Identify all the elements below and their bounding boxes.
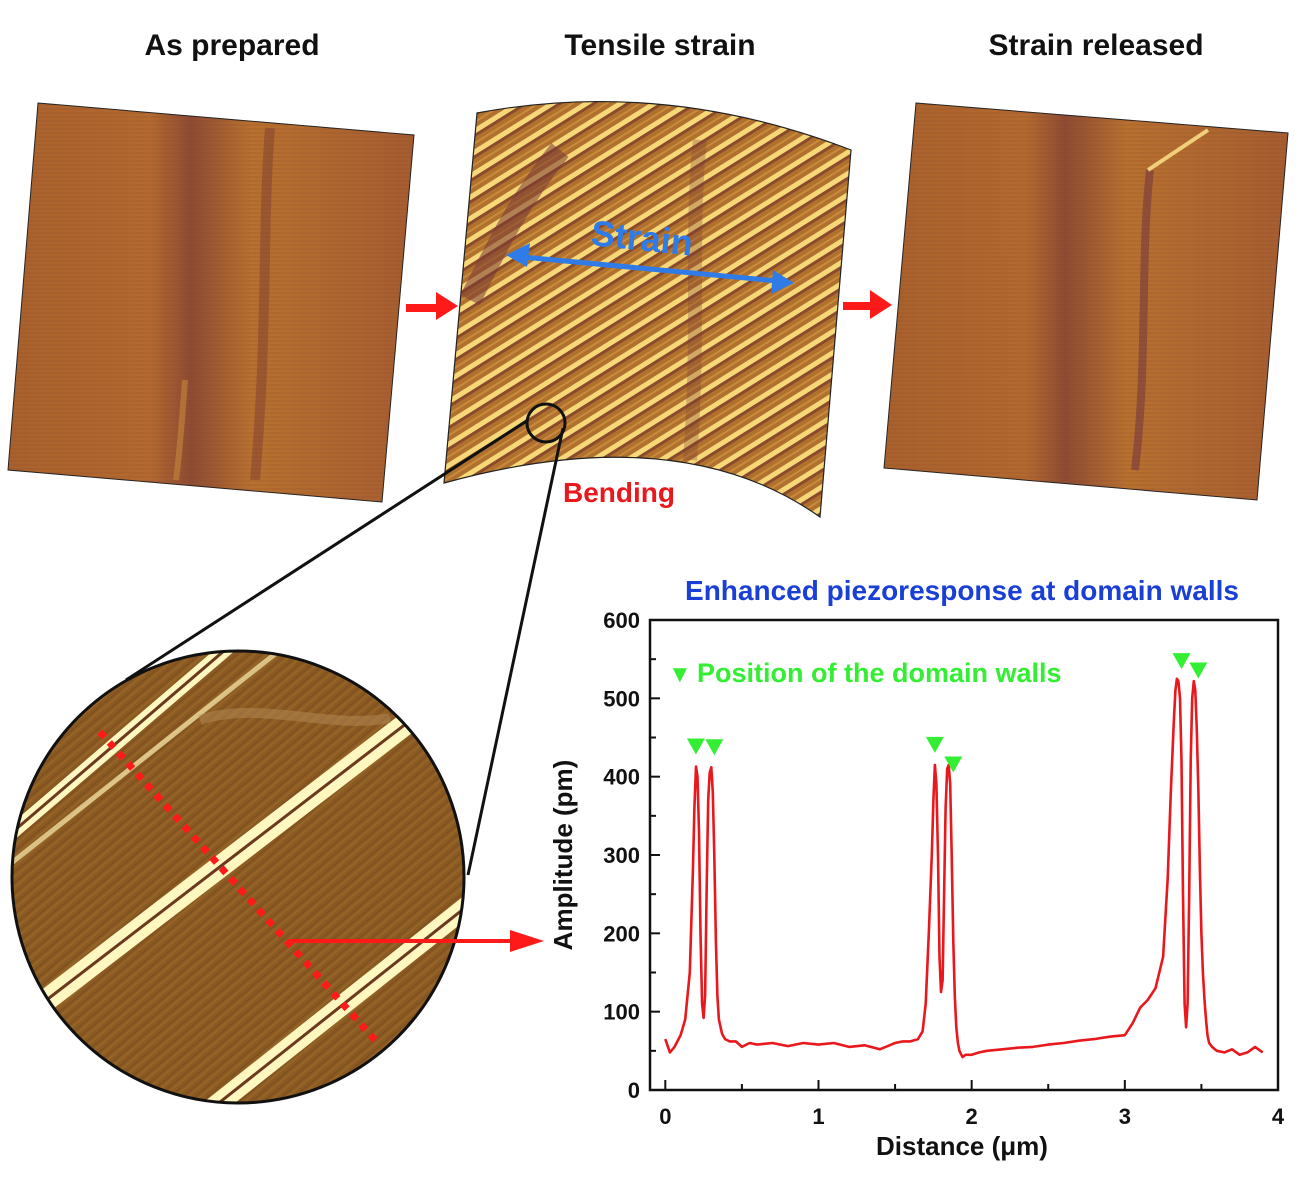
domain-wall-marker-icon (1189, 662, 1208, 679)
plot-frame (648, 618, 1280, 1092)
zoom-connector-left (125, 418, 529, 682)
y-tick-label: 400 (603, 765, 640, 790)
afm-image-strain-released (883, 102, 1289, 501)
x-tick-label: 2 (966, 1104, 978, 1129)
amplitude-series-line (664, 677, 1264, 1059)
y-tick-label: 300 (603, 843, 640, 868)
y-tick-label: 500 (603, 686, 640, 711)
x-tick-label: 3 (1119, 1104, 1131, 1129)
afm-image-as-prepared (7, 102, 415, 503)
chart-title: Enhanced piezoresponse at domain walls (685, 575, 1239, 606)
amplitude-chart: Enhanced piezoresponse at domain walls 0… (548, 575, 1285, 1161)
zoom-connector-right (466, 427, 565, 876)
afm-image-tensile-strain (443, 101, 852, 519)
domain-wall-marker-icon (705, 739, 724, 756)
strain-arrow-left-icon (506, 243, 530, 267)
panel-title-strain-released: Strain released (988, 29, 1203, 62)
zoomed-domain-image (10, 649, 466, 1105)
x-tick-label: 4 (1272, 1104, 1285, 1129)
legend-text: Position of the domain walls (697, 658, 1062, 688)
legend: ▼ Position of the domain walls (668, 658, 1062, 688)
strain-arrow-right-icon (771, 270, 794, 294)
domain-wall-marker-icon (925, 736, 944, 753)
panel-title-tensile-strain: Tensile strain (564, 29, 755, 62)
arrow-right-1-icon (406, 292, 458, 320)
profile-arrow-head-icon (510, 930, 544, 952)
y-tick-label: 200 (603, 921, 640, 946)
panel-title-as-prepared: As prepared (144, 29, 319, 62)
x-tick-label: 1 (812, 1104, 824, 1129)
zoom-region-marker (525, 402, 567, 444)
legend-marker-icon: ▼ (668, 661, 692, 688)
x-axis-title: Distance (μm) (876, 1131, 1048, 1161)
y-tick-label: 0 (628, 1078, 640, 1103)
y-axis-title: Amplitude (pm) (548, 760, 578, 951)
domain-wall-marker-icon (1172, 653, 1191, 670)
y-tick-label: 100 (603, 1000, 640, 1025)
x-tick-label: 0 (659, 1104, 671, 1129)
bending-label: Bending (563, 477, 675, 508)
arrow-right-2-icon (843, 290, 892, 319)
domain-wall-markers (686, 653, 1208, 773)
y-tick-label: 600 (603, 608, 640, 633)
series-layer (664, 677, 1264, 1059)
x-axis: 0 1 2 3 4 (659, 1080, 1285, 1129)
domain-wall-marker-icon (686, 738, 705, 755)
y-axis: 0 100 200 300 400 500 600 (603, 608, 660, 1103)
domain-wall-marker-icon (944, 756, 963, 773)
